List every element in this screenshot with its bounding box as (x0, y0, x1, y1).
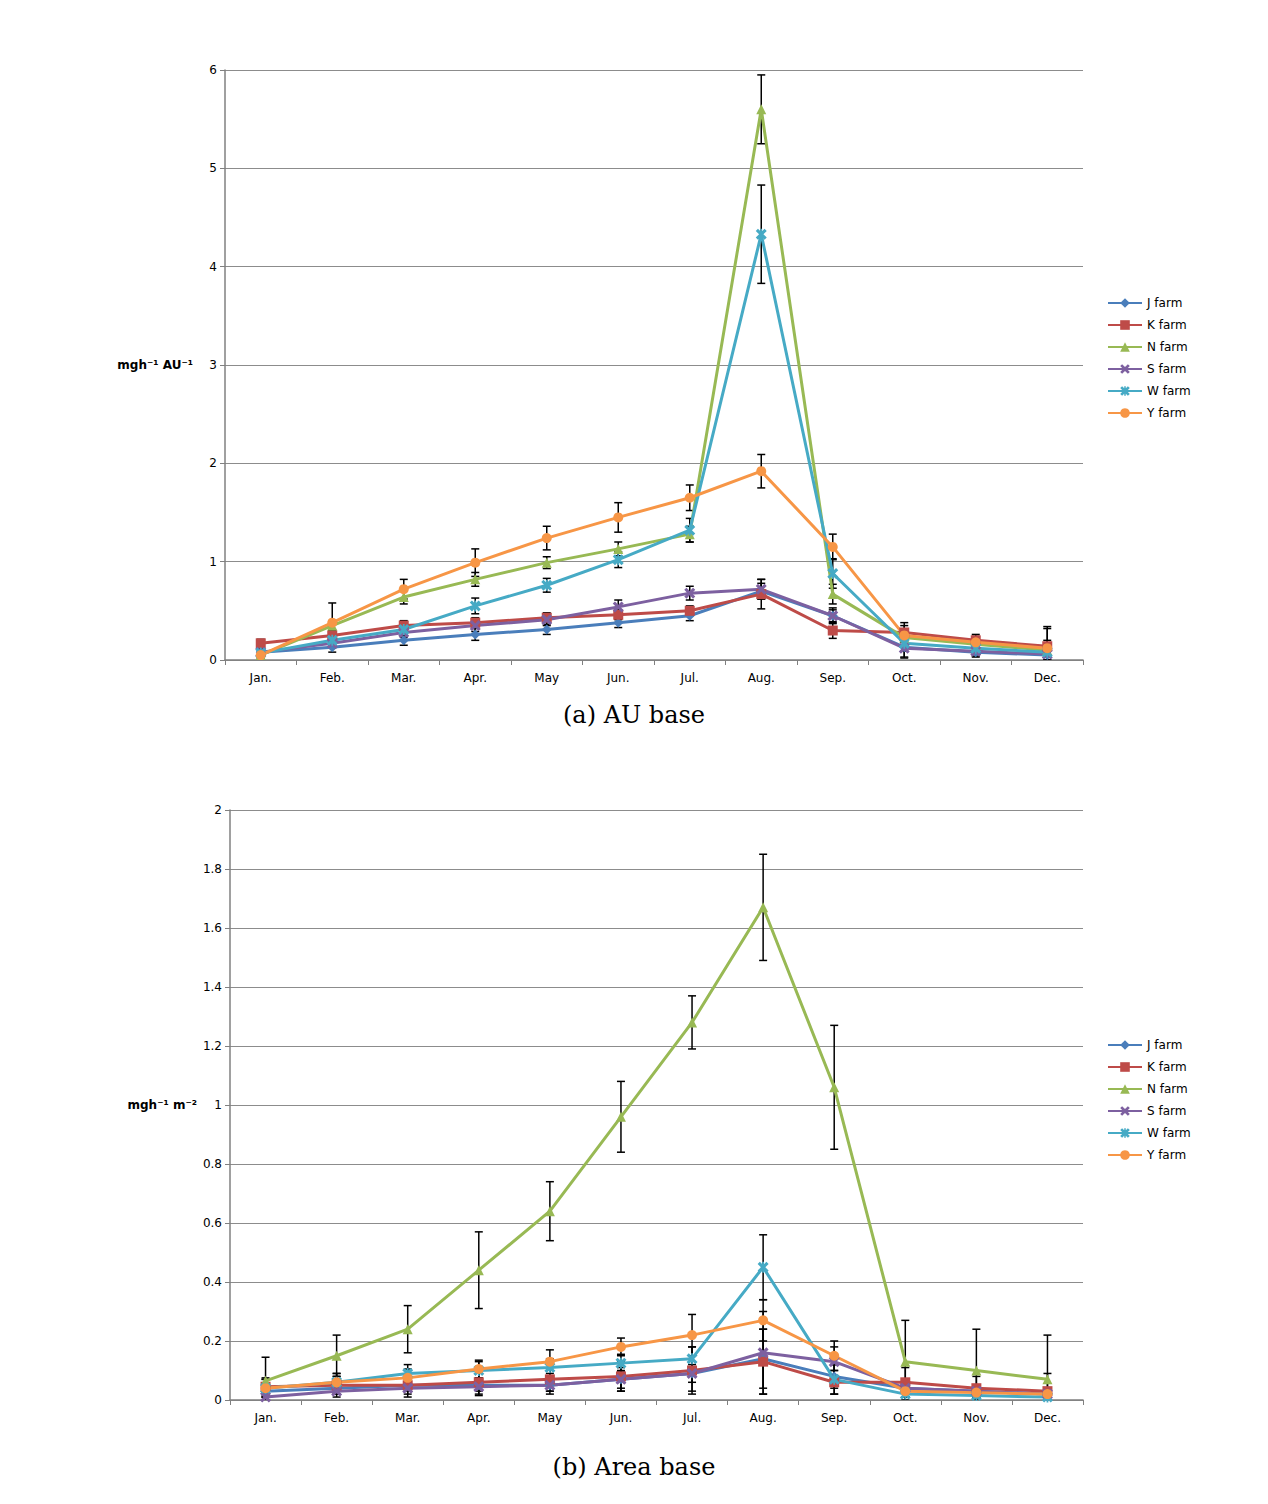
svg-text:Jun.: Jun. (606, 671, 630, 685)
svg-text:mgh⁻¹ m⁻²: mgh⁻¹ m⁻² (128, 1098, 198, 1112)
svg-text:Dec.: Dec. (1034, 1411, 1061, 1425)
svg-text:(a) AU base: (a) AU base (563, 701, 705, 729)
svg-text:3: 3 (209, 358, 217, 372)
svg-text:N farm: N farm (1147, 1082, 1188, 1096)
svg-text:0.8: 0.8 (203, 1157, 222, 1171)
svg-text:1: 1 (209, 555, 217, 569)
svg-text:N farm: N farm (1147, 340, 1188, 354)
svg-text:J farm: J farm (1146, 296, 1182, 310)
svg-text:May: May (537, 1411, 562, 1425)
svg-text:(b) Area base: (b) Area base (553, 1453, 716, 1481)
svg-text:1.4: 1.4 (203, 980, 222, 994)
svg-text:Jul.: Jul. (680, 671, 699, 685)
svg-text:0: 0 (214, 1393, 222, 1407)
svg-text:0: 0 (209, 653, 217, 667)
svg-text:1.6: 1.6 (203, 921, 222, 935)
svg-text:Nov.: Nov. (963, 1411, 989, 1425)
svg-text:Jan.: Jan. (253, 1411, 276, 1425)
svg-text:Oct.: Oct. (893, 1411, 918, 1425)
svg-text:2: 2 (214, 803, 222, 817)
svg-text:Sep.: Sep. (821, 1411, 847, 1425)
svg-text:0.4: 0.4 (203, 1275, 222, 1289)
svg-text:Mar.: Mar. (395, 1411, 420, 1425)
svg-text:Mar.: Mar. (391, 671, 416, 685)
svg-text:Jun.: Jun. (609, 1411, 633, 1425)
svg-text:Y farm: Y farm (1146, 406, 1186, 420)
svg-text:S farm: S farm (1147, 362, 1186, 376)
svg-text:K farm: K farm (1147, 318, 1187, 332)
svg-text:5: 5 (209, 161, 217, 175)
svg-text:Aug.: Aug. (750, 1411, 777, 1425)
svg-text:Oct.: Oct. (892, 671, 917, 685)
svg-text:Feb.: Feb. (320, 671, 345, 685)
svg-text:Apr.: Apr. (464, 671, 487, 685)
svg-text:J farm: J farm (1146, 1038, 1182, 1052)
svg-text:Aug.: Aug. (748, 671, 775, 685)
svg-text:Jul.: Jul. (682, 1411, 701, 1425)
svg-text:Apr.: Apr. (467, 1411, 490, 1425)
svg-text:0.2: 0.2 (203, 1334, 222, 1348)
svg-text:mgh⁻¹ AU⁻¹: mgh⁻¹ AU⁻¹ (117, 358, 193, 372)
svg-text:4: 4 (209, 260, 217, 274)
svg-text:Jan.: Jan. (249, 671, 272, 685)
svg-text:W farm: W farm (1147, 1126, 1191, 1140)
svg-text:Feb.: Feb. (324, 1411, 349, 1425)
svg-text:Nov.: Nov. (963, 671, 989, 685)
svg-text:W farm: W farm (1147, 384, 1191, 398)
svg-text:K farm: K farm (1147, 1060, 1187, 1074)
svg-text:May: May (534, 671, 559, 685)
svg-text:Sep.: Sep. (820, 671, 846, 685)
svg-text:1.2: 1.2 (203, 1039, 222, 1053)
svg-text:1: 1 (214, 1098, 222, 1112)
svg-text:6: 6 (209, 63, 217, 77)
svg-text:S farm: S farm (1147, 1104, 1186, 1118)
svg-text:2: 2 (209, 456, 217, 470)
svg-text:Dec.: Dec. (1034, 671, 1061, 685)
svg-text:Y farm: Y farm (1146, 1148, 1186, 1162)
svg-text:1.8: 1.8 (203, 862, 222, 876)
svg-text:0.6: 0.6 (203, 1216, 222, 1230)
